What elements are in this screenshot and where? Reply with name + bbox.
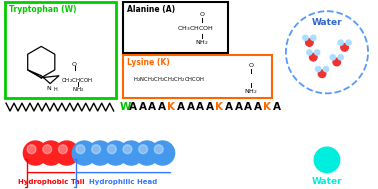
Text: $\mathsf{CH_3CHCOH}$: $\mathsf{CH_3CHCOH}$ (177, 24, 214, 33)
Circle shape (119, 140, 144, 166)
Text: A: A (254, 102, 262, 112)
Text: A: A (235, 102, 243, 112)
Circle shape (103, 140, 129, 166)
Circle shape (310, 53, 317, 61)
Circle shape (333, 58, 341, 66)
Text: Lysine (K): Lysine (K) (127, 58, 170, 67)
Circle shape (303, 35, 308, 40)
Circle shape (314, 147, 340, 173)
Text: Water: Water (311, 18, 342, 27)
Text: $\mathsf{CH_2CHCOH}$: $\mathsf{CH_2CHCOH}$ (61, 76, 93, 85)
Text: A: A (148, 102, 156, 112)
Text: $\mathsf{NH_2}$: $\mathsf{NH_2}$ (195, 39, 209, 47)
Text: A: A (196, 102, 204, 112)
Circle shape (71, 140, 97, 166)
Circle shape (338, 55, 343, 60)
Text: K: K (215, 102, 223, 112)
Text: A: A (139, 102, 147, 112)
Circle shape (76, 145, 85, 154)
Text: H: H (53, 88, 57, 92)
Circle shape (87, 140, 113, 166)
Circle shape (318, 70, 326, 77)
Text: Alanine (A): Alanine (A) (127, 5, 175, 14)
Circle shape (23, 140, 48, 166)
Text: Water: Water (311, 177, 342, 186)
Circle shape (123, 145, 132, 154)
FancyBboxPatch shape (124, 55, 272, 98)
Circle shape (305, 39, 313, 46)
FancyBboxPatch shape (5, 2, 116, 98)
Circle shape (330, 55, 335, 60)
Text: A: A (273, 102, 281, 112)
Text: O: O (72, 61, 77, 67)
Text: A: A (177, 102, 185, 112)
FancyBboxPatch shape (124, 2, 228, 53)
Text: N: N (47, 86, 51, 91)
Text: $\mathsf{NH_2}$: $\mathsf{NH_2}$ (72, 86, 85, 94)
Circle shape (54, 140, 79, 166)
Text: $\mathsf{NH_2}$: $\mathsf{NH_2}$ (244, 88, 257, 96)
Circle shape (139, 145, 147, 154)
Text: K: K (263, 102, 271, 112)
Text: Tryptophan (W): Tryptophan (W) (9, 5, 76, 14)
Text: O: O (199, 12, 204, 17)
Text: A: A (187, 102, 195, 112)
Circle shape (338, 40, 343, 45)
Text: W: W (119, 102, 131, 112)
Circle shape (59, 145, 67, 154)
Circle shape (307, 50, 312, 55)
Text: K: K (167, 102, 175, 112)
Circle shape (43, 145, 52, 154)
Text: A: A (129, 102, 137, 112)
Circle shape (316, 67, 321, 72)
Text: A: A (225, 102, 233, 112)
Text: A: A (206, 102, 214, 112)
Circle shape (311, 35, 316, 40)
Circle shape (314, 50, 320, 55)
Circle shape (154, 145, 163, 154)
Circle shape (324, 67, 328, 72)
Text: Hydrophobic Tail: Hydrophobic Tail (18, 180, 84, 185)
Text: $\mathsf{H_2NCH_2CH_2CH_2CH_2CHCOH}$: $\mathsf{H_2NCH_2CH_2CH_2CH_2CHCOH}$ (133, 75, 205, 84)
Circle shape (92, 145, 101, 154)
Circle shape (27, 145, 36, 154)
Text: A: A (158, 102, 166, 112)
Text: O: O (248, 63, 253, 68)
Circle shape (134, 140, 160, 166)
Circle shape (346, 40, 351, 45)
Text: Hydrophilic Head: Hydrophilic Head (89, 180, 158, 185)
Circle shape (341, 44, 349, 51)
Circle shape (107, 145, 116, 154)
Circle shape (38, 140, 64, 166)
Text: A: A (244, 102, 252, 112)
Circle shape (150, 140, 175, 166)
